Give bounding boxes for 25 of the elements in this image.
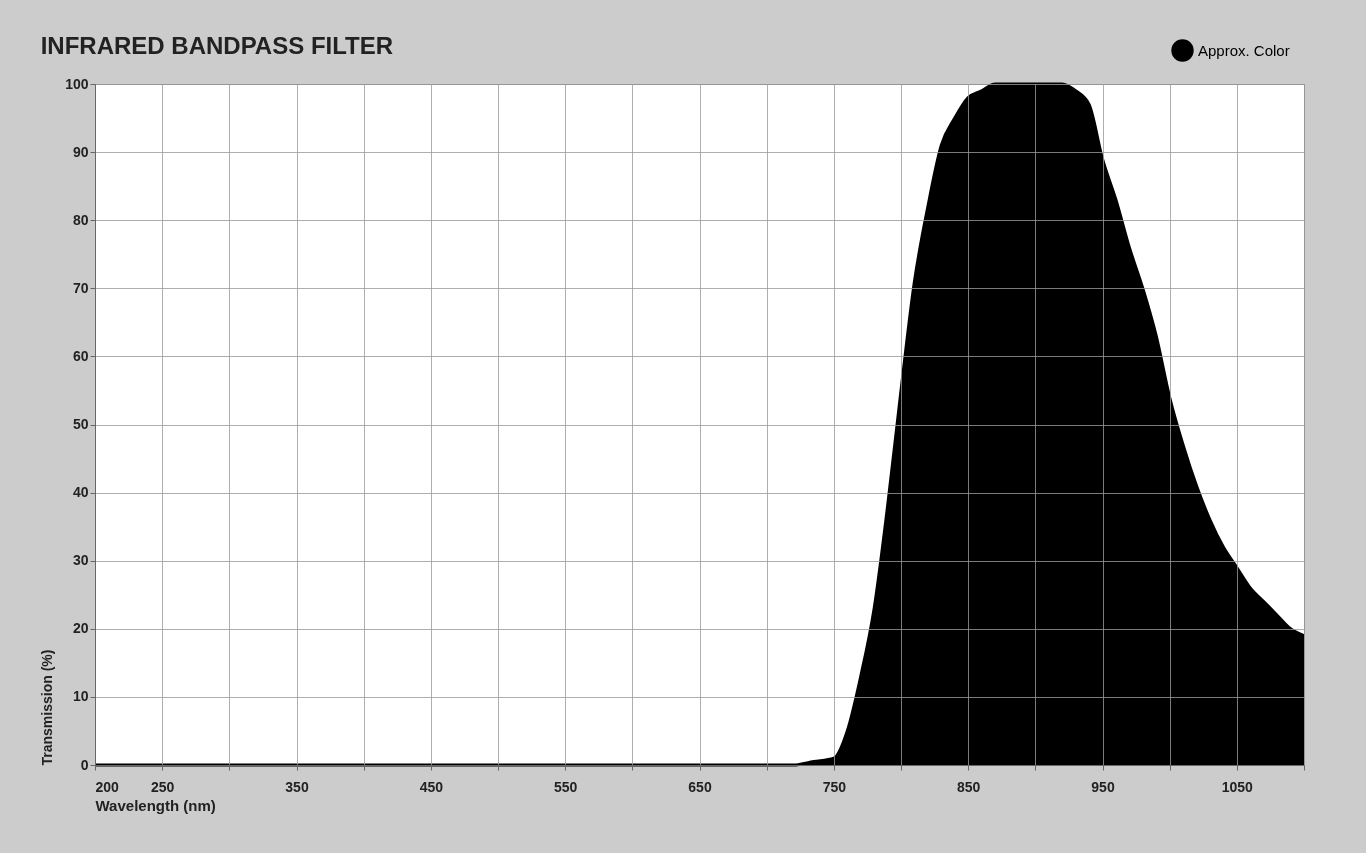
x-tick-label: 450 <box>419 778 444 795</box>
y-tick-label: 30 <box>72 552 89 569</box>
y-tick-label: 80 <box>72 211 89 228</box>
x-tick-label: 200 <box>95 778 120 795</box>
x-tick-label: 950 <box>1091 778 1115 795</box>
y-tick-label: 10 <box>72 688 89 705</box>
y-tick-label: 50 <box>72 416 89 432</box>
x-tick-label: 250 <box>150 778 175 795</box>
y-tick-label: 0 <box>80 756 89 773</box>
x-tick-label: 550 <box>553 778 578 795</box>
y-tick-label: 60 <box>72 347 89 364</box>
x-tick-label: 350 <box>285 778 309 795</box>
x-tick-label: 650 <box>688 778 712 795</box>
x-tick-label: 850 <box>956 778 981 795</box>
y-tick-label: 40 <box>72 484 89 501</box>
x-tick-label: 1050 <box>1221 778 1254 795</box>
y-tick-label: 100 <box>65 75 89 92</box>
x-tick-label: 750 <box>822 778 847 795</box>
x-axis-title: Wavelength (nm) <box>95 796 216 814</box>
y-axis-title: Transmission (%) <box>39 649 56 766</box>
y-tick-label: 20 <box>72 620 89 637</box>
y-tick-label: 70 <box>72 279 89 296</box>
chart-title: INFRARED BANDPASS FILTER <box>40 32 394 59</box>
legend-label: Approx. Color <box>1198 41 1290 59</box>
y-tick-label: 90 <box>72 143 89 160</box>
